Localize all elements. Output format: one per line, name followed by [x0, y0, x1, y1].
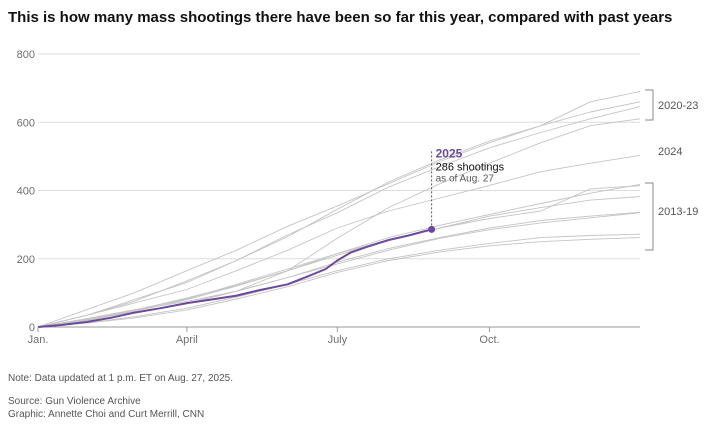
series-line-2021[interactable]: [37, 91, 641, 328]
footnote-credit: Graphic: Annette Choi and Curt Merrill, …: [8, 409, 205, 420]
y-tick-label-0: 0: [29, 322, 35, 334]
series-layer: [37, 91, 641, 328]
y-tick-label-800: 800: [17, 49, 35, 61]
y-tick-label-400: 400: [17, 186, 35, 198]
series-line-2022[interactable]: [37, 106, 641, 328]
y-tick-label-200: 200: [17, 254, 35, 266]
group-label-2013-19: 2013-19: [658, 206, 698, 218]
series-line-2024[interactable]: [37, 154, 641, 328]
grid-layer: [38, 53, 640, 328]
x-tick-label-oct: Oct.: [479, 334, 499, 346]
annotation-layer: 2025 286 shootings as of Aug. 27: [428, 146, 505, 233]
footnote-note: Note: Data updated at 1 p.m. ET on Aug. …: [8, 373, 233, 384]
current-year-endpoint[interactable]: [428, 225, 436, 233]
series-line-2017[interactable]: [37, 183, 641, 328]
y-tick-label-600: 600: [17, 117, 35, 129]
series-line-2025[interactable]: [37, 228, 432, 328]
bracket-2013-19: [645, 182, 654, 251]
x-tick-label-april: April: [176, 334, 198, 346]
series-line-2023[interactable]: [37, 101, 641, 328]
group-label-2024: 2024: [658, 146, 682, 158]
axis-layer: 0 200 400 600 800 Jan. April July Oct.: [17, 49, 500, 346]
annotation-asof: as of Aug. 27: [436, 173, 495, 184]
chart-title: This is how many mass shootings there ha…: [8, 9, 673, 26]
series-line-2013[interactable]: [37, 233, 641, 328]
series-line-2014[interactable]: [37, 237, 641, 328]
annotation-year: 2025: [436, 146, 463, 160]
x-tick-label-jan: Jan.: [28, 334, 49, 346]
annotation-count: 286 shootings: [436, 161, 505, 173]
series-line-2016[interactable]: [37, 196, 641, 328]
group-legend: 2020-23 2024 2013-19: [645, 89, 698, 251]
series-line-2020[interactable]: [37, 118, 641, 328]
bracket-2020-23: [645, 89, 654, 121]
series-line-2018[interactable]: [37, 211, 641, 328]
x-tick-label-july: July: [328, 334, 348, 346]
group-label-2020-23: 2020-23: [658, 100, 698, 112]
footnote-source: Source: Gun Violence Archive: [8, 396, 141, 407]
series-line-2019[interactable]: [37, 185, 641, 328]
